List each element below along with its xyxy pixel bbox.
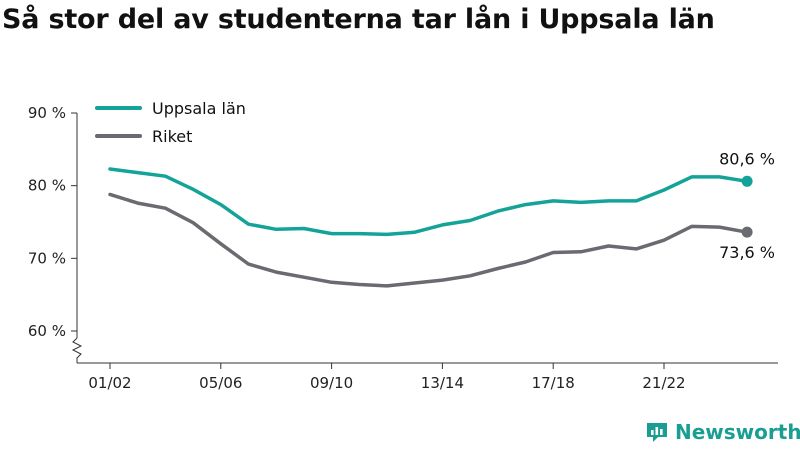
end-point-riket [741,226,753,238]
legend-label: Riket [152,127,192,146]
series-layer: 80,6 % 73,6 % [108,149,775,288]
legend-label: Uppsala län [152,99,246,118]
brand-name: Newsworthy [675,420,800,444]
axis-break-icon [71,337,83,363]
end-label-uppsala: 80,6 % [719,149,775,168]
y-tick-label: 80 % [28,177,66,195]
newsworthy-logo: Newsworthy [645,420,800,444]
y-tick-label: 70 % [28,249,66,267]
series-line-riket [108,192,749,288]
series-line-uppsala [108,167,749,237]
end-point-uppsala [741,175,753,187]
x-tick-label: 09/10 [310,374,353,392]
legend: Uppsala län Riket [95,99,246,146]
chart-title: Så stor del av studenterna tar lån i Upp… [2,4,715,35]
y-tick-label: 90 % [28,104,66,122]
x-tick-label: 05/06 [199,374,242,392]
y-tick-label: 60 % [28,322,66,340]
x-tick-label: 01/02 [88,374,131,392]
x-axis: 01/02 05/06 09/10 13/14 17/18 21/22 [77,362,778,392]
y-axis: 60 % 70 % 80 % 90 % [28,104,83,363]
x-tick-label: 13/14 [421,374,464,392]
x-tick-label: 21/22 [642,374,685,392]
newsworthy-icon [647,423,667,442]
end-label-riket: 73,6 % [719,243,775,262]
x-tick-label: 17/18 [532,374,575,392]
